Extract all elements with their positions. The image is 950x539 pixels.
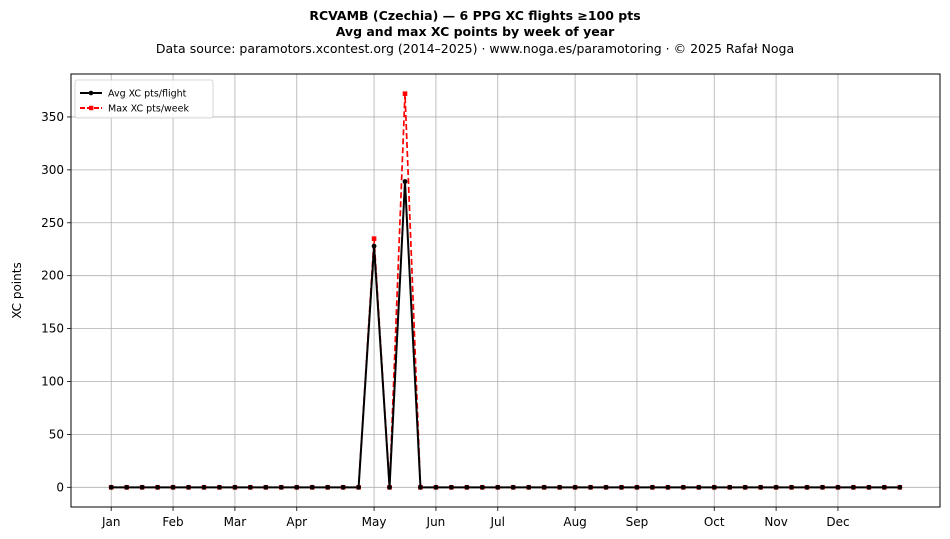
data-point (665, 484, 671, 490)
data-point (588, 484, 593, 490)
data-point (139, 484, 145, 490)
data-point (881, 484, 887, 490)
series-line-0 (111, 180, 900, 489)
data-point (742, 484, 748, 490)
data-point (897, 484, 903, 490)
data-point (634, 484, 640, 490)
data-point (294, 484, 300, 490)
data-point (711, 484, 717, 490)
data-point (851, 484, 856, 490)
data-point (619, 484, 624, 490)
data-point (340, 484, 346, 490)
data-point (418, 484, 423, 490)
x-tick-label: Jun (426, 515, 446, 529)
data-point (371, 236, 377, 241)
x-tick-label: Dec (826, 515, 849, 529)
data-source-line: Data source: paramotors.xcontest.org (20… (155, 41, 795, 56)
series-line-1 (111, 92, 900, 489)
data-point (479, 484, 485, 490)
data-point (572, 484, 578, 490)
data-point (309, 484, 315, 490)
data-point (820, 484, 825, 490)
data-point (170, 484, 176, 490)
x-tick-label: Jan (101, 515, 121, 529)
data-point (247, 484, 253, 490)
x-tick-label: Oct (704, 515, 725, 529)
y-tick-label: 300 (41, 163, 64, 177)
data-point (696, 484, 702, 490)
y-tick-label: 150 (41, 322, 64, 336)
chart-subtitle: Avg and max XC points by week of year (335, 24, 615, 39)
x-tick-label: Feb (162, 515, 183, 529)
data-point (526, 484, 532, 490)
data-point (758, 484, 764, 490)
data-point (124, 484, 130, 490)
data-point (371, 243, 377, 249)
data-point (835, 484, 841, 490)
chart-title: RCVAMB (Czechia) — 6 PPG XC flights ≥100… (309, 8, 641, 23)
legend-swatch-marker (88, 90, 94, 96)
chart-titles: RCVAMB (Czechia) — 6 PPG XC flights ≥100… (0, 8, 950, 57)
data-point (464, 484, 470, 490)
data-point (186, 484, 191, 490)
data-point (402, 179, 408, 184)
y-tick-label: 0 (56, 480, 64, 494)
data-point (433, 484, 439, 490)
y-axis: 0 50 100 150 200 250 300 350 (41, 110, 71, 494)
y-tick-label: 200 (41, 269, 64, 283)
legend-box (74, 79, 214, 119)
y-tick-label: 100 (41, 375, 64, 389)
plot-frame (70, 73, 941, 508)
legend-swatch-marker (89, 105, 94, 111)
y-tick-label: 250 (41, 216, 64, 230)
data-point (727, 484, 733, 490)
data-point (541, 484, 547, 490)
data-point (773, 484, 779, 490)
x-tick-label: Mar (224, 515, 247, 529)
data-point (356, 484, 362, 490)
data-point (557, 484, 563, 490)
x-axis: Jan Feb Mar Apr May Jun Jul Aug Sep Oct Nov Dec (101, 507, 850, 529)
data-point (155, 484, 160, 490)
data-point (402, 91, 408, 96)
data-point (789, 484, 794, 490)
x-tick-label: Aug (563, 515, 586, 529)
data-point (278, 484, 284, 490)
y-tick-label: 50 (49, 427, 64, 441)
legend-label: Avg XC pts/flight (108, 89, 187, 100)
x-tick-label: Jul (490, 515, 505, 529)
data-point (510, 484, 516, 490)
data-point (495, 484, 501, 490)
legend-label: Max XC pts/week (108, 104, 189, 115)
data-point (232, 484, 238, 490)
data-point (217, 484, 222, 490)
y-axis-label: XC points (10, 262, 24, 318)
series-layer (108, 91, 903, 490)
data-point (108, 484, 114, 490)
grid-lines (71, 74, 940, 507)
data-point (804, 484, 810, 490)
data-point (866, 484, 872, 490)
data-point (325, 484, 331, 490)
legend: Avg XC pts/flight Max XC pts/week (74, 79, 214, 119)
x-tick-label: Sep (626, 515, 649, 529)
data-point (387, 484, 392, 490)
y-tick-label: 350 (41, 110, 64, 124)
data-point (603, 484, 609, 490)
x-tick-label: Apr (286, 515, 307, 529)
data-point (448, 484, 454, 490)
data-point (680, 484, 686, 490)
data-point (649, 484, 655, 490)
data-point (263, 484, 269, 490)
x-tick-label: May (362, 515, 387, 529)
data-point (201, 484, 207, 490)
x-tick-label: Nov (764, 515, 787, 529)
